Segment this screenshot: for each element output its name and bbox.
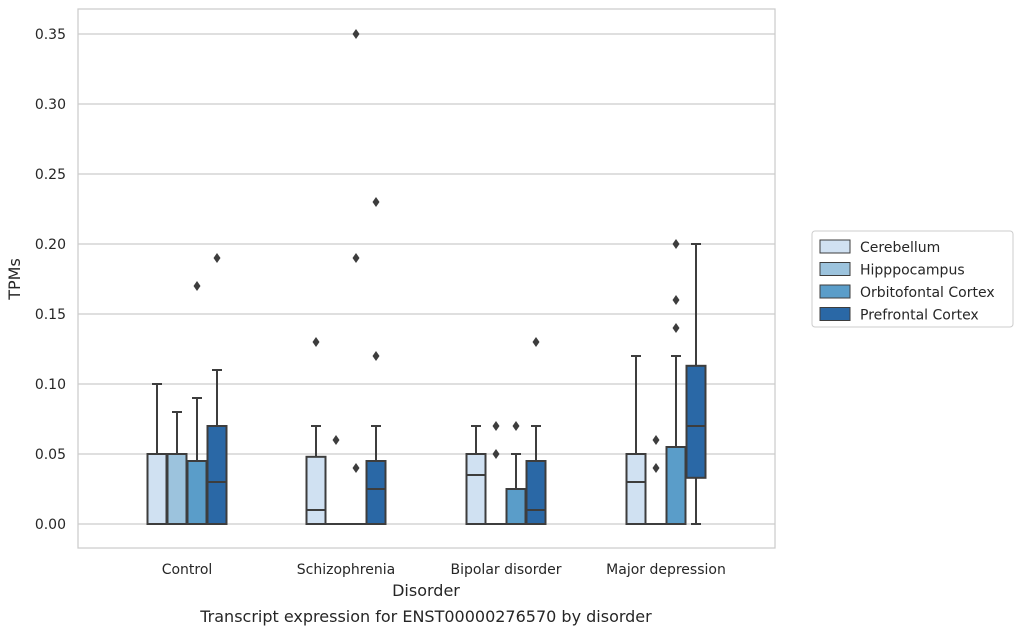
box-body [305, 455, 327, 525]
box-orbitofontal-cortex [505, 421, 527, 525]
box-body [166, 453, 188, 525]
x-axis-ticks: Control Schizophrenia Bipolar disorder Majo… [162, 562, 726, 578]
legend-item: Orbitofontal Cortex [819, 284, 995, 301]
legend-swatch [819, 307, 851, 321]
box-body [186, 460, 208, 525]
legend-swatch [819, 284, 851, 299]
box-body [206, 425, 228, 525]
box-body [625, 453, 647, 525]
plot-frame [77, 8, 776, 549]
outlier-point [652, 463, 660, 473]
y-tick-label: 0.20 [35, 237, 66, 253]
legend-label: Hipppocampus [860, 263, 965, 279]
box-prefrontal-cortex [365, 197, 387, 525]
x-tick-label: Bipolar disorder [450, 562, 561, 578]
x-axis-label: Disorder [392, 581, 460, 600]
outlier-point [352, 463, 360, 473]
box-hipppocampus [166, 411, 188, 525]
outlier-point [672, 295, 680, 305]
y-tick-label: 0.30 [35, 97, 66, 113]
legend-frame [811, 230, 1014, 328]
legend-item: Prefrontal Cortex [819, 307, 979, 324]
box-body [665, 446, 687, 525]
box-prefrontal-cortex [685, 243, 707, 525]
chart-caption: Transcript expression for ENST0000027657… [199, 607, 652, 626]
legend-label: Prefrontal Cortex [860, 308, 979, 324]
box-body [505, 488, 527, 525]
x-tick-label: Schizophrenia [297, 562, 395, 578]
box-body [465, 453, 487, 525]
outlier-point [512, 421, 520, 431]
box-hipppocampus [485, 421, 507, 526]
y-tick-label: 0.35 [35, 27, 66, 43]
legend-swatch [819, 262, 851, 276]
legend-item: Hipppocampus [819, 262, 965, 279]
y-tick-label: 0.25 [35, 167, 66, 183]
y-tick-label: 0.00 [35, 517, 66, 533]
outlier-point [312, 337, 320, 347]
box-prefrontal-cortex [525, 337, 547, 525]
outlier-point [332, 435, 340, 445]
outlier-point [372, 351, 380, 361]
y-tick-label: 0.10 [35, 377, 66, 393]
outlier-point [672, 323, 680, 333]
outlier-point [532, 337, 540, 347]
box-hipppocampus [645, 435, 667, 526]
legend-swatch [819, 239, 851, 254]
box-orbitofontal-cortex [665, 239, 687, 525]
outlier-point [352, 253, 360, 263]
box-body [146, 453, 168, 525]
outlier-point [193, 281, 201, 291]
box-hipppocampus [325, 435, 347, 526]
box-body [525, 460, 547, 525]
legend-item: Cerebellum [819, 239, 940, 256]
outlier-point [672, 239, 680, 249]
box-prefrontal-cortex [206, 253, 228, 525]
box-body [685, 364, 707, 479]
box-cerebellum [465, 425, 487, 525]
outlier-point [352, 29, 360, 39]
outlier-point [213, 253, 221, 263]
outlier-point [652, 435, 660, 445]
y-axis-label: TPMs [5, 258, 24, 301]
x-tick-label: Control [162, 562, 213, 578]
y-axis-ticks: 0.00 0.05 0.10 0.15 0.20 0.25 0.30 0.35 [35, 27, 66, 533]
x-tick-label: Major depression [606, 562, 726, 578]
legend-label: Cerebellum [860, 240, 940, 256]
box-orbitofontal-cortex [186, 281, 208, 525]
grid-lines [78, 33, 775, 525]
y-tick-label: 0.15 [35, 307, 66, 323]
legend: Cerebellum Hipppocampus Orbitofontal Corte… [811, 230, 1014, 328]
legend-label: Orbitofontal Cortex [860, 285, 995, 301]
outlier-point [492, 421, 500, 431]
box-orbitofontal-cortex [345, 29, 367, 526]
box-series [146, 29, 707, 526]
box-cerebellum [146, 383, 168, 525]
outlier-point [372, 197, 380, 207]
box-cerebellum [305, 337, 327, 525]
box-body [365, 460, 387, 525]
y-tick-label: 0.05 [35, 447, 66, 463]
box-cerebellum [625, 355, 647, 525]
outlier-point [492, 449, 500, 459]
